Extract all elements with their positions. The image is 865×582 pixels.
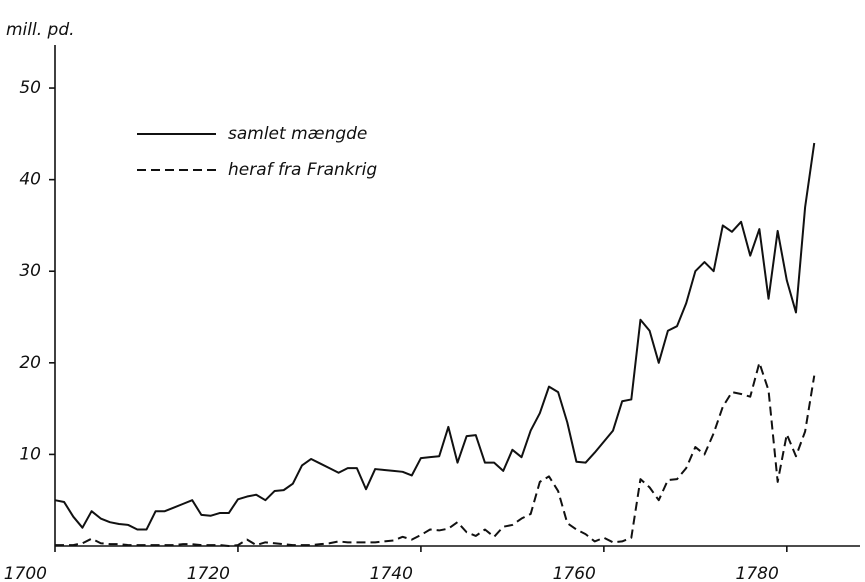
x-tick-label: 1760 xyxy=(553,564,596,582)
y-tick-label: 50 xyxy=(19,78,41,98)
data-line xyxy=(54,142,816,531)
y-tick-label: 10 xyxy=(19,444,41,464)
y-tick-label: 40 xyxy=(19,170,41,190)
x-tick-label: 1700 xyxy=(4,564,47,582)
y-tick-label: 30 xyxy=(19,261,41,281)
data-line xyxy=(55,361,816,547)
x-tick-label: 1720 xyxy=(187,564,230,582)
x-tick-label: 1740 xyxy=(370,564,413,582)
legend-label: samlet mængde xyxy=(228,124,367,144)
legend-label: heraf fra Frankrig xyxy=(228,160,377,180)
x-tick-label: 1780 xyxy=(736,564,779,582)
y-tick-label: 20 xyxy=(19,353,41,373)
y-axis-label: mill. pd. xyxy=(6,20,75,40)
